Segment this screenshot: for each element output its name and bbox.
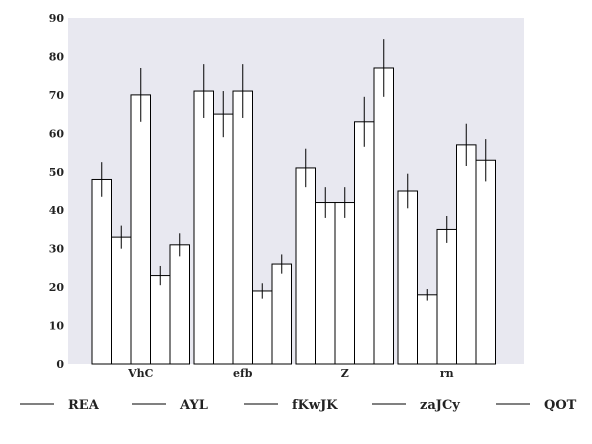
bar-AYL-rn <box>417 294 438 365</box>
y-tick-label: 40 <box>49 204 65 217</box>
y-axis: 0 10 20 30 40 50 60 70 80 90 <box>49 12 65 371</box>
bar-zaJCy-efb <box>252 290 273 365</box>
y-tick-label: 70 <box>49 89 65 102</box>
y-tick-label: 90 <box>49 12 65 25</box>
y-tick-label: 20 <box>49 281 65 294</box>
x-tick-label: VhC <box>127 367 154 380</box>
bar-fKwJK-efb <box>232 90 253 365</box>
legend-item-QOT: QOT <box>496 398 577 413</box>
legend-label: QOT <box>544 398 577 413</box>
bar-AYL-Z <box>315 202 336 365</box>
x-tick-label: Z <box>341 367 349 380</box>
legend-item-fKwJK: fKwJK <box>244 398 338 413</box>
bar-QOT-Z <box>373 67 394 365</box>
bars <box>91 67 496 365</box>
bar-QOT-efb <box>271 263 292 365</box>
bar-zaJCy-rn <box>456 144 477 365</box>
y-tick-label: 80 <box>49 50 65 63</box>
y-tick-label: 30 <box>49 243 65 256</box>
legend-label: AYL <box>179 398 208 413</box>
bar-zaJCy-Z <box>354 121 375 365</box>
bar-fKwJK-rn <box>436 228 457 365</box>
bar-fKwJK-Z <box>334 202 355 365</box>
legend-label: fKwJK <box>292 398 338 413</box>
bar-AYL-efb <box>213 113 234 365</box>
y-tick-label: 10 <box>49 320 65 333</box>
y-tick-label: 60 <box>49 127 65 140</box>
legend-item-zaJCy: zaJCy <box>372 398 460 413</box>
bar-QOT-VhC <box>169 244 190 365</box>
bar-AYL-VhC <box>111 236 132 365</box>
bar-zaJCy-VhC <box>150 275 171 365</box>
bar-REA-Z <box>295 167 316 365</box>
y-tick-label: 0 <box>56 358 64 371</box>
bar-REA-rn <box>397 190 418 365</box>
x-tick-label: rn <box>440 367 454 380</box>
legend-item-AYL: AYL <box>132 398 208 413</box>
bar-REA-VhC <box>91 178 112 365</box>
legend-label: zaJCy <box>420 398 460 413</box>
bar-REA-efb <box>193 90 214 365</box>
legend: REA AYL fKwJK zaJCy QOT <box>20 398 577 413</box>
bar-fKwJK-VhC <box>130 94 151 365</box>
error-bars <box>101 39 487 301</box>
bar-QOT-rn <box>475 159 496 365</box>
legend-item-REA: REA <box>20 398 100 413</box>
x-tick-label: efb <box>233 367 253 380</box>
y-tick-label: 50 <box>49 166 65 179</box>
legend-label: REA <box>68 398 100 413</box>
